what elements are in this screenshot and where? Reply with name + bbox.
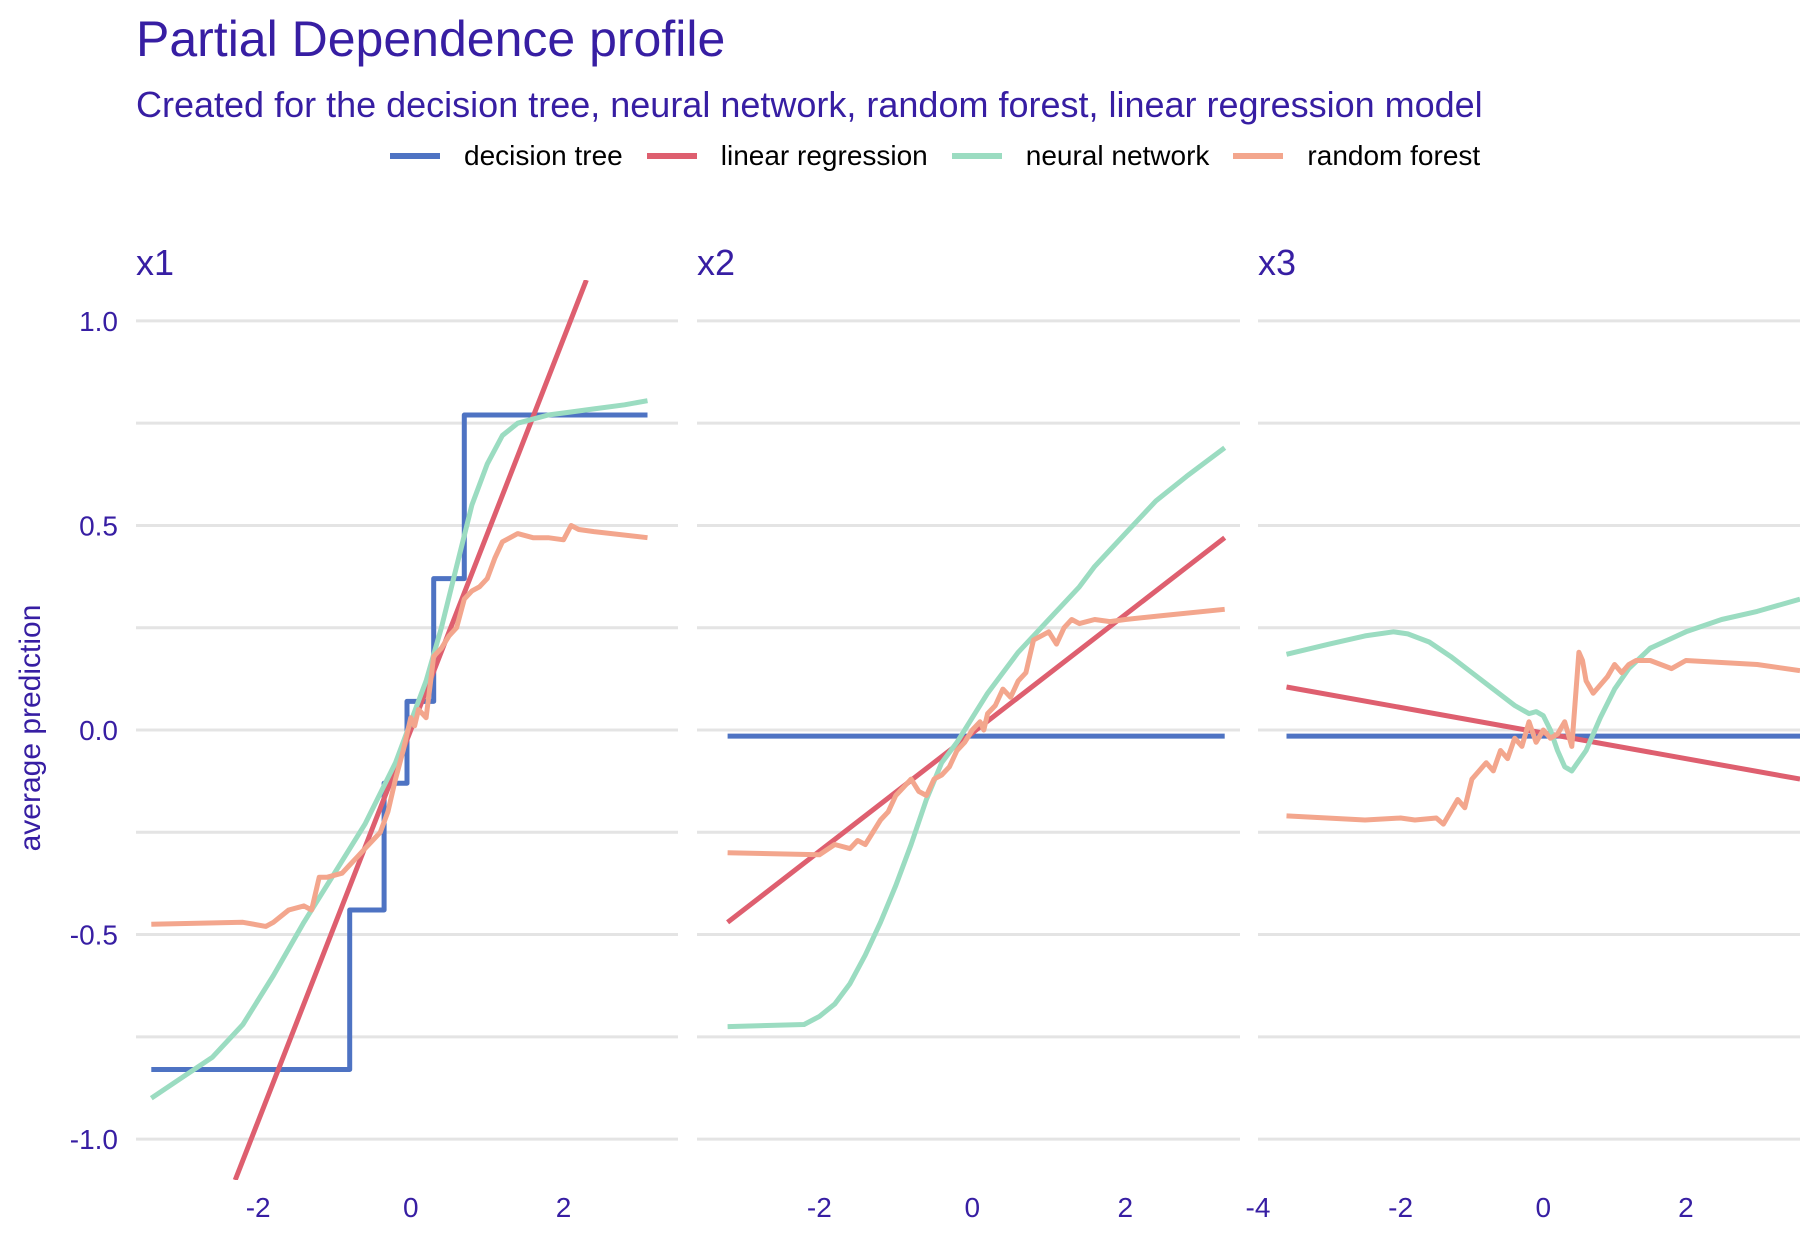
x-tick-label: -2 [807,1192,832,1223]
panel-label-x3: x3 [1258,242,1296,283]
y-tick-label: 0.5 [79,510,118,541]
y-tick-label: 1.0 [79,306,118,337]
series-lines [726,445,1227,1030]
x-tick-label: -2 [246,1192,271,1223]
legend-key-decision-tree [390,153,440,159]
x-tick-label: -4 [1246,1192,1271,1223]
y-tick-label: -1.0 [70,1124,118,1155]
series-line-neural-network [1285,596,1800,774]
legend-label-linear-regression: linear regression [720,140,928,171]
legend-label-neural-network: neural network [1025,140,1210,171]
legend-item-neural-network: neural network [951,140,1210,172]
legend-item-decision-tree: decision tree [390,140,623,172]
panel-x1: x1 -2 0 2 -1.0 -0.5 0.0 0.5 1.0 [70,242,678,1223]
panel-x2: x2 -2 0 2 [697,242,1240,1223]
series-line-random-forest [727,606,1225,858]
chart-title: Partial Dependence profile [136,11,726,67]
series-line-linear-regression [726,535,1227,925]
legend-label-decision-tree: decision tree [464,140,623,171]
series-line-linear-regression [232,280,589,1180]
legend-key-neural-network [951,153,1002,159]
y-axis-title: average prediction [14,605,47,852]
panel-label-x1: x1 [136,242,174,283]
x-tick-label: 2 [1117,1192,1133,1223]
legend-key-random-forest [1233,153,1284,159]
legend-label-random-forest: random forest [1307,140,1481,171]
y-tick-label: -0.5 [70,920,118,951]
legend-item-random-forest: random forest [1233,140,1480,172]
legend: decision tree linear regression neural n… [390,136,1504,176]
series-line-decision-tree [151,412,648,1072]
series-line-random-forest [151,523,648,929]
x-tick-label: 2 [1678,1192,1694,1223]
x-tick-label: 0 [965,1192,981,1223]
series-line-random-forest [1286,649,1800,827]
panel-label-x2: x2 [697,242,735,283]
x-tick-label: 0 [403,1192,419,1223]
y-tick-label: 0.0 [79,715,118,746]
series-line-neural-network [727,445,1227,1030]
chart-subtitle: Created for the decision tree, neural ne… [136,84,1483,125]
series-lines [149,280,648,1180]
x-tick-label: 0 [1535,1192,1551,1223]
panel-x3: x3 -4 -2 0 2 [1246,242,1800,1223]
x-tick-label: -2 [1388,1192,1413,1223]
legend-item-linear-regression: linear regression [646,140,928,172]
x-tick-label: 2 [556,1192,572,1223]
series-lines [1285,596,1800,827]
legend-key-linear-regression [646,153,697,159]
series-line-neural-network [149,398,648,1101]
